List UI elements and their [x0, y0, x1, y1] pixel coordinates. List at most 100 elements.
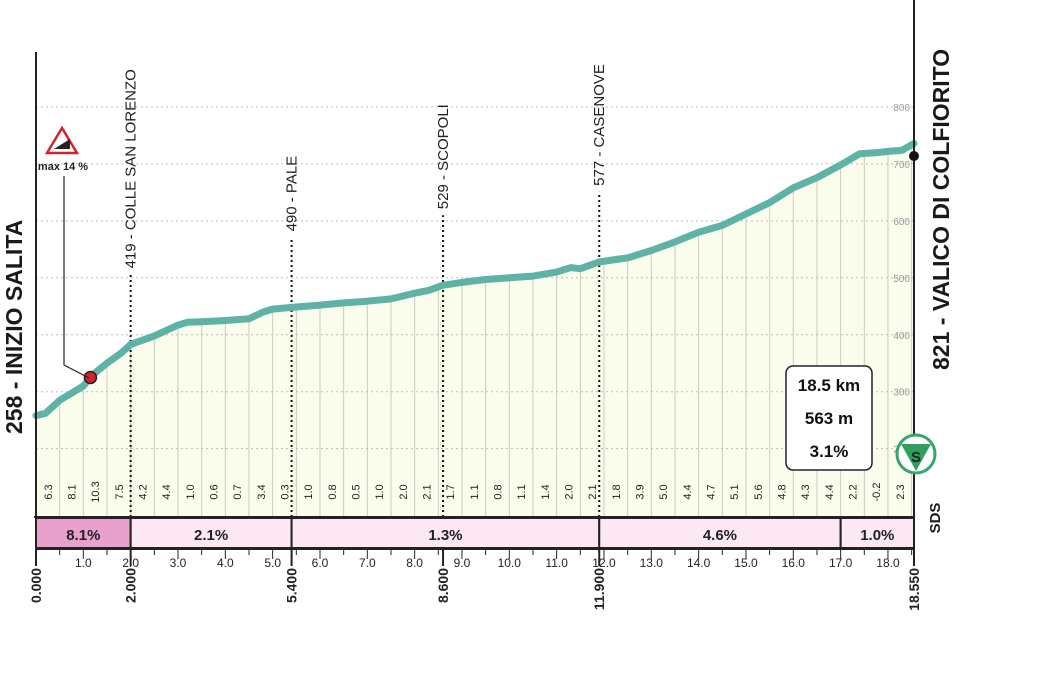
km-gradient-label: 2.1	[421, 484, 433, 499]
summary-box: 18.5 km 563 m 3.1%	[785, 365, 873, 471]
km-gradient-label: 4.4	[161, 484, 173, 499]
km-gradient-label: 3.9	[634, 484, 646, 499]
key-km-label: 18.550	[906, 568, 922, 611]
km-tick-label: 13.0	[640, 556, 664, 570]
max-gradient-dot	[83, 370, 98, 385]
km-gradient-label: 4.4	[824, 484, 836, 499]
segment-label: 8.1%	[66, 527, 100, 544]
segment-label: 2.1%	[194, 527, 228, 544]
profile-stroke	[32, 139, 918, 420]
segment-rect	[290, 517, 601, 549]
altitude-tick-label: 500	[893, 274, 910, 285]
max-gradient-pointer	[63, 176, 90, 379]
km-gradient-label: 0.7	[232, 484, 244, 499]
km-tick-label: 5.0	[264, 556, 281, 570]
key-km-label: 0.000	[28, 568, 44, 603]
km-gradient-label: 5.6	[753, 484, 765, 499]
key-km-label: 5.400	[284, 568, 300, 603]
altitude-tick-label: 800	[893, 103, 910, 114]
segment-label: 4.6%	[703, 527, 737, 544]
altitude-gridlines	[36, 106, 914, 450]
altitude-tick-label: 600	[893, 217, 910, 228]
km-axis: 1.02.03.04.05.06.07.08.09.010.011.012.01…	[28, 548, 922, 611]
km-gradient-label: 1.0	[374, 484, 386, 499]
km-gradient-label: 1.4	[540, 484, 552, 499]
km-gradient-label: 4.7	[705, 484, 717, 499]
km-tick-label: 18.0	[876, 556, 900, 570]
km-gradient-label: 1.1	[469, 484, 481, 499]
km-gradient-label: 1.1	[516, 484, 528, 499]
segment-rect	[598, 517, 842, 549]
key-km-label: 8.600	[435, 568, 451, 603]
km-gradient-label: 4.2	[137, 484, 149, 499]
max-gradient-label: max 14 %	[38, 161, 88, 173]
segment-rect	[839, 517, 915, 549]
km-gradient-label: -0.2	[871, 483, 883, 502]
km-gradient-label: 2.3	[895, 484, 907, 499]
summary-gain: 563 m	[805, 409, 853, 428]
km-gradient-label: 1.0	[185, 484, 197, 499]
finish-dot	[909, 151, 919, 161]
vertical-gridlines	[59, 144, 913, 517]
km-gradient-label: 4.3	[800, 484, 812, 499]
altitude-tick-label: 300	[893, 388, 910, 399]
key-km-label: 11.900	[591, 568, 607, 610]
km-gradient-label: 0.8	[492, 484, 504, 499]
profile-line	[32, 0, 918, 517]
waypoint-label: 529 - SCOPOLI	[435, 104, 452, 209]
km-gradient-label: 0.8	[327, 484, 339, 499]
summary-distance: 18.5 km	[798, 376, 860, 395]
km-tick-label: 7.0	[359, 556, 376, 570]
waypoint-label: 577 - CASENOVE	[591, 64, 608, 186]
km-gradient-label: 4.4	[682, 484, 694, 499]
waypoint-label: 419 - COLLE SAN LORENZO	[123, 69, 140, 268]
finish-label: 821 - VALICO DI COLFIORITO	[928, 49, 954, 370]
km-tick-label: 8.0	[406, 556, 423, 570]
km-gradient-label: 5.1	[729, 484, 741, 499]
km-tick-label: 10.0	[498, 556, 522, 570]
altitude-tick-label: 400	[893, 331, 910, 342]
gradient-segment-bar: 8.1% 2.1% 1.3% 4.6% 1.0%	[35, 517, 915, 549]
waypoint-label: 490 - PALE	[284, 156, 301, 232]
sds-logo: S SDS	[895, 433, 944, 534]
summary-avg: 3.1%	[810, 442, 849, 461]
key-km-label: 2.000	[123, 568, 139, 603]
km-gradient-label: 10.3	[90, 481, 102, 502]
warning-triangle-icon	[44, 125, 80, 155]
km-tick-label: 1.0	[75, 556, 92, 570]
km-tick-label: 3.0	[170, 556, 187, 570]
km-gradient-label: 5.0	[658, 484, 670, 499]
km-gradient-label: 6.3	[43, 484, 55, 499]
km-tick-label: 6.0	[312, 556, 329, 570]
km-gradient-label: 2.0	[398, 484, 410, 499]
brand-label: SDS	[927, 503, 944, 534]
km-gradient-label: 1.7	[445, 484, 457, 499]
km-gradient-label: 3.4	[256, 484, 268, 499]
km-tick-label: 4.0	[217, 556, 234, 570]
km-gradient-label: 4.8	[776, 484, 788, 499]
km-gradient-label: 2.0	[563, 484, 575, 499]
km-tick-label: 16.0	[782, 556, 806, 570]
km-gradient-label: 7.5	[114, 484, 126, 499]
km-tick-label: 11.0	[545, 556, 568, 570]
segment-label: 1.3%	[428, 527, 462, 544]
waypoint-markers: 419 - COLLE SAN LORENZO 490 - PALE 529 - S…	[123, 64, 608, 517]
km-gradient-label: 8.1	[66, 484, 78, 499]
km-gradient-label: 1.8	[611, 484, 623, 499]
km-gradient-label: 0.3	[279, 484, 291, 499]
km-gradient-label: 0.6	[208, 484, 220, 499]
km-tick-label: 17.0	[829, 556, 853, 570]
km-gradient-label: 1.0	[303, 484, 315, 499]
km-gradient-label: 2.2	[847, 484, 859, 499]
km-gradient-label: 0.5	[350, 484, 362, 499]
km-tick-label: 14.0	[687, 556, 711, 570]
altitude-tick-label: 700	[893, 160, 910, 171]
segment-label: 1.0%	[860, 527, 894, 544]
slope-icon	[54, 139, 70, 149]
segment-rect	[35, 517, 132, 549]
km-tick-label: 15.0	[734, 556, 758, 570]
svg-text:S: S	[911, 449, 921, 466]
start-label: 258 - INIZIO SALITA	[1, 220, 27, 434]
km-gradient-label: 2.1	[587, 484, 599, 499]
